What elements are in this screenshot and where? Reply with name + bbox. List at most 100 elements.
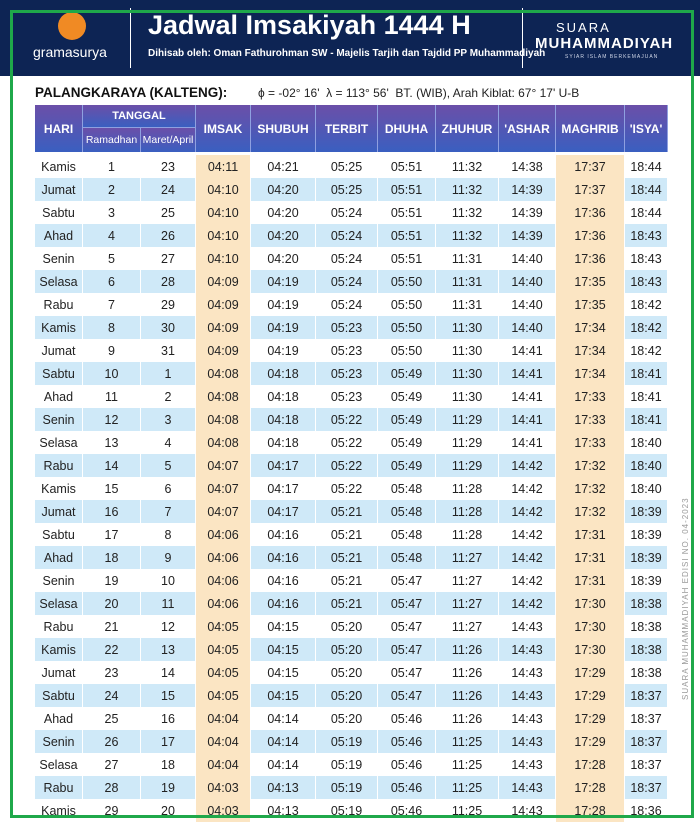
- subtitle: Dihisab oleh: Oman Fathurohman SW - Maje…: [148, 48, 546, 59]
- table-cell: 14:41: [499, 339, 556, 362]
- table-cell: 14:42: [499, 454, 556, 477]
- table-cell: 29: [141, 293, 196, 316]
- table-cell: 11:27: [436, 569, 499, 592]
- table-cell: 04:04: [196, 707, 251, 730]
- location-name: PALANGKARAYA (KALTENG):: [35, 85, 228, 100]
- table-cell: 12: [141, 615, 196, 638]
- table-cell: Sabtu: [35, 684, 83, 707]
- table-cell: 6: [83, 270, 141, 293]
- table-cell: 18:41: [625, 385, 668, 408]
- table-cell: 05:19: [316, 730, 378, 753]
- table-cell: 05:47: [378, 592, 436, 615]
- table-cell: 04:07: [196, 477, 251, 500]
- table-cell: 05:24: [316, 247, 378, 270]
- table-cell: 17:36: [556, 224, 625, 247]
- table-cell: 18:40: [625, 477, 668, 500]
- table-cell: 14:43: [499, 776, 556, 799]
- table-cell: 04:05: [196, 684, 251, 707]
- table-cell: 04:04: [196, 753, 251, 776]
- table-cell: Ahad: [35, 546, 83, 569]
- divider: [130, 8, 131, 68]
- table-cell: 05:49: [378, 431, 436, 454]
- table-cell: Ahad: [35, 224, 83, 247]
- table-cell: Sabtu: [35, 523, 83, 546]
- table-cell: 9: [141, 546, 196, 569]
- table-cell: 18:37: [625, 753, 668, 776]
- table-cell: 05:49: [378, 385, 436, 408]
- table-cell: 05:24: [316, 201, 378, 224]
- table-cell: 17:35: [556, 270, 625, 293]
- table-cell: 14:38: [499, 155, 556, 178]
- table-cell: 11:30: [436, 339, 499, 362]
- table-cell: 04:13: [251, 776, 316, 799]
- table-cell: 05:21: [316, 592, 378, 615]
- group-header: TANGGAL: [83, 105, 196, 128]
- table-cell: 04:15: [251, 638, 316, 661]
- table-cell: 22: [83, 638, 141, 661]
- divider: [522, 8, 523, 68]
- table-cell: 05:51: [378, 201, 436, 224]
- table-cell: 11: [141, 592, 196, 615]
- table-cell: 15: [83, 477, 141, 500]
- table-cell: 17:35: [556, 293, 625, 316]
- table-cell: 28: [83, 776, 141, 799]
- table-cell: 04:15: [251, 661, 316, 684]
- table-cell: 13: [141, 638, 196, 661]
- table-cell: 11:28: [436, 500, 499, 523]
- column-header: Ramadhan: [83, 128, 141, 152]
- table-cell: 15: [141, 684, 196, 707]
- table-cell: 05:20: [316, 684, 378, 707]
- table-cell: 04:06: [196, 592, 251, 615]
- table-cell: 18:37: [625, 684, 668, 707]
- column-header: Maret/April: [141, 128, 196, 152]
- table-cell: 17:30: [556, 615, 625, 638]
- table-cell: 18:38: [625, 615, 668, 638]
- brand: gramasurya: [33, 44, 107, 60]
- publisher-top: SUARA: [556, 20, 611, 35]
- table-cell: 14:42: [499, 500, 556, 523]
- table-cell: 17:33: [556, 431, 625, 454]
- table-cell: 7: [141, 500, 196, 523]
- table-cell: 14:40: [499, 270, 556, 293]
- table-cell: 14:43: [499, 684, 556, 707]
- table-cell: 04:17: [251, 454, 316, 477]
- table-cell: 11:26: [436, 684, 499, 707]
- table-cell: 14:42: [499, 569, 556, 592]
- table-cell: 14:39: [499, 178, 556, 201]
- table-cell: 21: [83, 615, 141, 638]
- table-cell: 11:28: [436, 523, 499, 546]
- table-cell: 05:48: [378, 546, 436, 569]
- table-cell: 14:39: [499, 201, 556, 224]
- table-cell: 04:21: [251, 155, 316, 178]
- table-cell: 04:16: [251, 523, 316, 546]
- table-cell: 4: [141, 431, 196, 454]
- table-cell: 05:46: [378, 753, 436, 776]
- table-cell: 13: [83, 431, 141, 454]
- column-header: IMSAK: [196, 105, 251, 152]
- table-cell: 2: [83, 178, 141, 201]
- table-cell: 18: [83, 546, 141, 569]
- table-cell: Selasa: [35, 431, 83, 454]
- column-header: TERBIT: [316, 105, 378, 152]
- table-cell: 05:19: [316, 776, 378, 799]
- table-cell: Kamis: [35, 477, 83, 500]
- table-cell: 11:29: [436, 431, 499, 454]
- table-cell: 17:32: [556, 477, 625, 500]
- table-cell: 17:31: [556, 523, 625, 546]
- table-cell: 18:38: [625, 592, 668, 615]
- table-cell: Kamis: [35, 316, 83, 339]
- table-cell: 18:37: [625, 730, 668, 753]
- table-cell: 18:42: [625, 339, 668, 362]
- table-cell: 16: [141, 707, 196, 730]
- table-cell: 25: [83, 707, 141, 730]
- table-cell: Senin: [35, 408, 83, 431]
- table-cell: 11:26: [436, 661, 499, 684]
- table-cell: 18:44: [625, 178, 668, 201]
- table-cell: 05:47: [378, 615, 436, 638]
- table-cell: 17:30: [556, 638, 625, 661]
- table-cell: 17:34: [556, 362, 625, 385]
- table-cell: 05:48: [378, 500, 436, 523]
- table-cell: 19: [141, 776, 196, 799]
- table-cell: 04:14: [251, 730, 316, 753]
